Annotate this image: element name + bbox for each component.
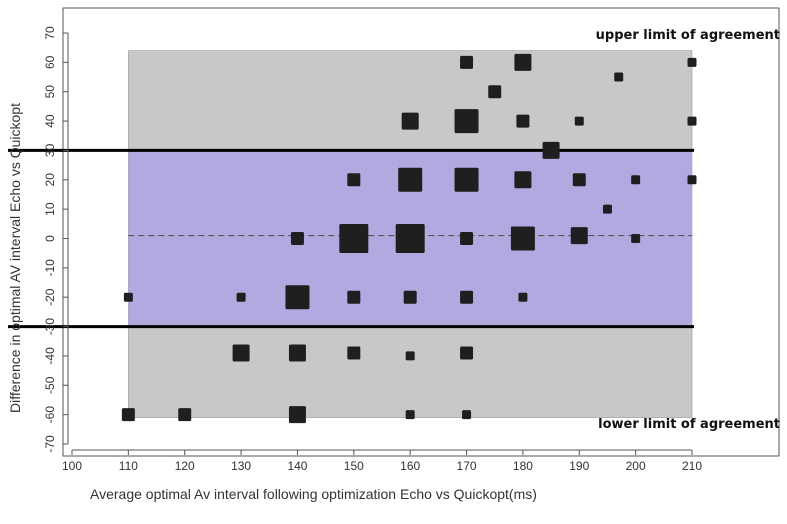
data-point [290,232,304,245]
data-point [401,112,419,130]
data-point [405,410,415,420]
data-point [236,292,246,302]
data-point [288,344,306,362]
data-point [398,167,423,192]
data-point [514,171,532,189]
data-point [454,109,479,134]
x-tick-label: 140 [287,459,307,473]
data-point [460,290,474,304]
x-tick-label: 210 [682,459,702,473]
y-tick-label: 50 [43,85,57,99]
y-tick-label: 60 [43,55,57,69]
data-point [687,175,697,185]
data-point [178,408,192,422]
data-point [405,351,415,361]
plot-frame [62,7,780,457]
data-point [121,408,135,422]
data-point [460,346,474,360]
x-tick-label: 130 [231,459,251,473]
data-point [514,53,532,71]
data-point [687,116,697,126]
upper-limit-annotation: upper limit of agreement [596,28,780,43]
data-point [631,234,641,243]
x-axis: 100 110 120 130 140 150 160 170 180 190 200 210 [62,449,702,473]
data-point [574,116,584,126]
data-point [570,227,588,245]
y-tick-label: -70 [43,435,57,453]
data-point [516,114,530,128]
data-point [488,85,502,99]
data-point [460,55,474,69]
y-tick-label: 70 [43,26,57,40]
data-point [631,175,641,185]
y-tick-label: 30 [43,143,57,157]
y-tick-label: 0 [43,235,57,242]
data-point [510,226,535,251]
y-axis-title: Difference in optimal AV interval Echo v… [7,103,23,413]
x-tick-label: 180 [513,459,533,473]
data-point [454,167,479,192]
data-point [602,204,612,214]
x-tick-label: 160 [400,459,420,473]
lower-limit-annotation: lower limit of agreement [598,417,780,432]
data-point [542,141,560,159]
data-point [339,224,369,253]
y-tick-label: 10 [43,202,57,216]
data-point [687,57,697,67]
y-tick-label: 40 [43,114,57,128]
x-tick-label: 120 [175,459,195,473]
y-tick-label: -20 [43,288,57,306]
data-point [403,290,417,304]
data-point [347,173,361,187]
y-tick-label: -40 [43,347,57,365]
data-point [460,232,474,245]
x-tick-label: 170 [457,459,477,473]
y-tick-label: -30 [43,318,57,336]
x-tick-label: 190 [569,459,589,473]
y-tick-label: 20 [43,173,57,187]
y-axis: 70 60 50 40 30 20 10 0 -10 -20 -30 -40 -50 -60 -70 [43,26,69,453]
data-point [347,290,361,304]
data-point [285,285,310,310]
data-point [123,292,133,302]
data-point [518,292,528,302]
data-point [347,346,361,360]
x-axis-title: Average optimal Av interval following op… [90,486,537,502]
x-tick-label: 110 [119,459,138,473]
x-tick-label: 150 [344,459,364,473]
data-point [462,410,472,420]
data-point [395,224,425,253]
data-point [288,406,306,424]
data-point [572,173,586,187]
data-point [614,72,624,82]
data-points [121,53,697,424]
y-tick-label: -50 [43,376,57,394]
x-tick-label: 200 [626,459,646,473]
y-tick-label: -60 [43,406,57,424]
x-tick-label: 100 [62,459,82,473]
data-point [232,344,250,362]
y-tick-label: -10 [43,259,57,277]
